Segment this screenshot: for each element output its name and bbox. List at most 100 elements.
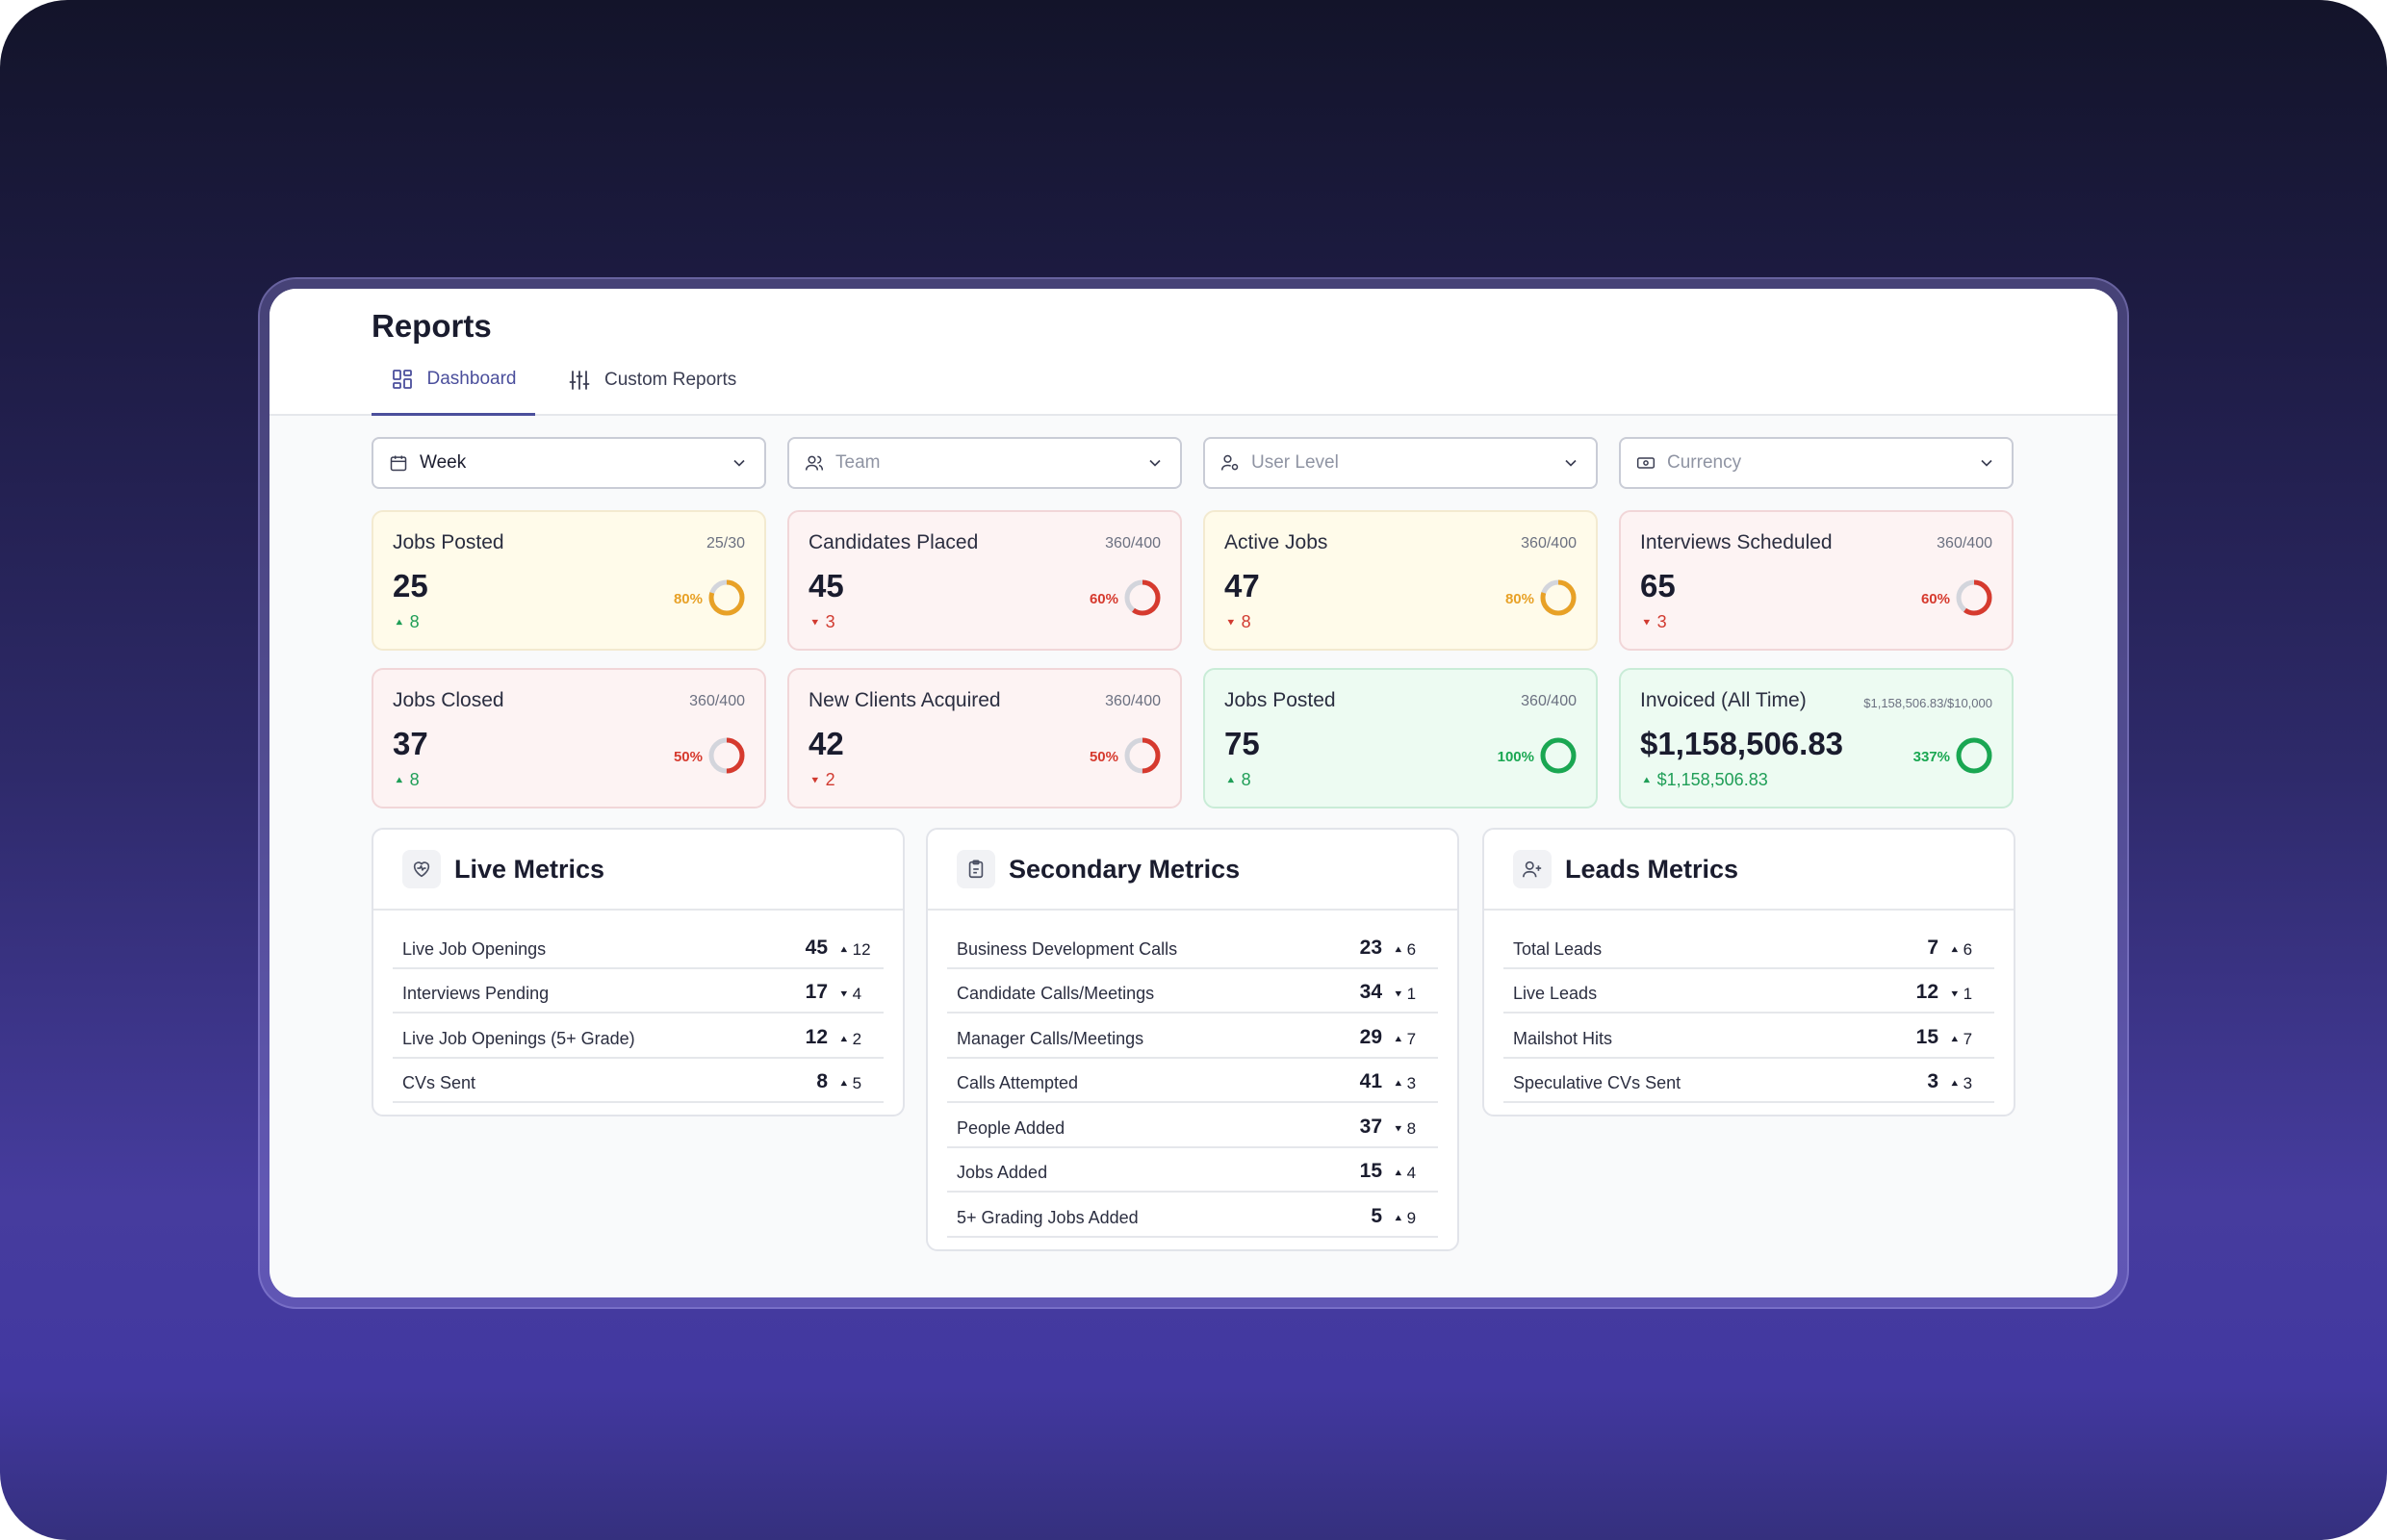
week-select[interactable]: Week — [372, 437, 766, 489]
kpi-card: New Clients Acquired 360/400 42 ⯆ 2 50% — [787, 668, 1182, 808]
metric-label: Candidate Calls/Meetings — [957, 984, 1155, 1003]
metric-delta-value: 4 — [1406, 1164, 1417, 1182]
kpi-label: Jobs Closed — [393, 689, 504, 711]
kpi-delta: ⯆ 3 — [1642, 612, 1667, 632]
kpi-delta: ⯅ $1,158,506.83 — [1642, 770, 1768, 790]
metric-row: CVs Sent 8 ⯅ 5 — [393, 1059, 884, 1103]
kpi-delta: ⯆ 3 — [810, 612, 835, 632]
kpi-target-ratio: 360/400 — [1521, 693, 1577, 709]
metric-label: Live Leads — [1513, 984, 1598, 1003]
metric-value: 12 — [1915, 981, 1938, 1003]
chevrons-up-icon: ⯅ — [1394, 942, 1403, 957]
progress-ring — [1124, 737, 1161, 774]
kpi-label: Active Jobs — [1224, 531, 1328, 553]
tab-dashboard[interactable]: Dashboard — [372, 345, 535, 416]
metric-value: 29 — [1359, 1025, 1382, 1048]
metric-value: 3 — [1927, 1070, 1938, 1092]
panel-title: Leads Metrics — [1565, 854, 1739, 884]
metric-delta: ⯆ 4 — [839, 985, 874, 1004]
progress-ring — [1956, 579, 1992, 616]
metric-delta-value: 7 — [1963, 1029, 1973, 1048]
chevrons-up-icon: ⯅ — [395, 773, 404, 787]
kpi-label: Jobs Posted — [393, 531, 504, 553]
user-cog-icon — [1220, 454, 1239, 471]
kpi-card: Jobs Posted 25/30 25 ⯅ 8 80% — [372, 510, 766, 651]
user-level-select[interactable]: User Level — [1203, 437, 1598, 489]
kpi-value: 45 — [808, 568, 844, 603]
tab-label: Dashboard — [426, 368, 517, 389]
metric-value: 45 — [805, 936, 828, 959]
kpi-label: Invoiced (All Time) — [1640, 689, 1807, 711]
kpi-card: Jobs Closed 360/400 37 ⯅ 8 50% — [372, 668, 766, 808]
chevrons-up-icon: ⯅ — [839, 942, 849, 957]
metric-delta-value: 12 — [852, 939, 871, 959]
metric-delta-value: 3 — [1963, 1074, 1973, 1092]
kpi-target-ratio: 360/400 — [1937, 535, 1992, 552]
progress-ring — [1540, 737, 1577, 774]
metric-delta-value: 5 — [852, 1074, 862, 1092]
page-title: Reports — [372, 308, 492, 344]
metric-value: 8 — [816, 1070, 828, 1092]
metric-label: 5+ Grading Jobs Added — [957, 1207, 1139, 1227]
kpi-target-ratio: 25/30 — [706, 535, 745, 552]
metric-label: Mailshot Hits — [1513, 1028, 1613, 1048]
leads-metrics-panel: Leads Metrics Total Leads 7 ⯅ 6 Live Leads 12… — [1482, 828, 2015, 1116]
kpi-value: 65 — [1640, 568, 1676, 603]
team-select[interactable]: Team — [787, 437, 1182, 489]
tab-custom-reports[interactable]: Custom Reports — [568, 345, 736, 416]
metric-delta: ⯅ 7 — [1950, 1030, 1985, 1049]
metric-rows: Business Development Calls 23 ⯅ 6 Candidate … — [928, 911, 1457, 1249]
metric-delta: ⯆ 8 — [1394, 1119, 1428, 1139]
progress-ring — [1540, 579, 1577, 616]
panel-header: Live Metrics — [373, 830, 903, 911]
clipboard-icon — [957, 850, 995, 888]
panel-title: Secondary Metrics — [1009, 854, 1241, 884]
select-placeholder: Currency — [1667, 452, 1742, 473]
select-placeholder: User Level — [1251, 452, 1339, 473]
metric-delta-value: 1 — [1963, 985, 1973, 1003]
kpi-percent: 100% — [1497, 749, 1534, 765]
users-icon — [805, 455, 824, 471]
metric-value: 15 — [1359, 1160, 1382, 1182]
kpi-label: New Clients Acquired — [808, 689, 1001, 711]
metric-delta-value: 6 — [1406, 939, 1417, 959]
metric-row: Total Leads 7 ⯅ 6 — [1503, 924, 1994, 969]
chevrons-up-icon: ⯅ — [1950, 942, 1960, 957]
progress-ring — [708, 579, 745, 616]
kpi-value: 47 — [1224, 568, 1260, 603]
progress-ring — [708, 737, 745, 774]
kpi-delta: ⯅ 8 — [395, 612, 420, 632]
chevrons-up-icon: ⯅ — [1394, 1211, 1403, 1225]
chevrons-down-icon: ⯆ — [839, 988, 849, 1001]
chevron-down-icon — [1981, 459, 1992, 467]
progress-ring — [1124, 579, 1161, 616]
metric-delta-value: 7 — [1406, 1029, 1417, 1048]
metric-label: Calls Attempted — [957, 1073, 1079, 1092]
chevron-down-icon — [1565, 459, 1577, 467]
select-placeholder: Team — [835, 452, 881, 473]
chevrons-up-icon: ⯅ — [1394, 1032, 1403, 1046]
metric-label: Speculative CVs Sent — [1513, 1073, 1681, 1092]
metric-value: 5 — [1371, 1204, 1382, 1227]
metric-value: 34 — [1359, 981, 1382, 1003]
metric-label: Live Job Openings — [402, 938, 547, 959]
metric-label: Total Leads — [1513, 938, 1603, 959]
currency-select[interactable]: Currency — [1619, 437, 2014, 489]
kpi-card: Active Jobs 360/400 47 ⯆ 8 80% — [1203, 510, 1598, 651]
kpi-target-ratio: $1,158,506.83/$10,000 — [1863, 696, 1992, 710]
kpi-label: Candidates Placed — [808, 531, 979, 553]
kpi-card: Invoiced (All Time) $1,158,506.83/$10,000… — [1619, 668, 2014, 808]
live-metrics-panel: Live Metrics Live Job Openings 45 ⯅ 12 Inter… — [372, 828, 905, 1116]
page-header: Reports Dashboard Custom Reports — [270, 289, 2118, 416]
chevrons-up-icon: ⯅ — [839, 1032, 849, 1046]
chevrons-up-icon: ⯅ — [395, 615, 404, 629]
metric-value: 12 — [805, 1025, 828, 1048]
chevrons-up-icon: ⯅ — [1950, 1077, 1960, 1091]
chevrons-down-icon: ⯆ — [1394, 988, 1403, 1001]
panel-header: Leads Metrics — [1484, 830, 2014, 911]
metric-delta: ⯅ 3 — [1394, 1074, 1428, 1093]
kpi-target-ratio: 360/400 — [689, 693, 745, 709]
kpi-value: $1,158,506.83 — [1640, 726, 1844, 761]
metric-delta-value: 8 — [1406, 1118, 1417, 1138]
chevron-down-icon — [1149, 459, 1161, 467]
